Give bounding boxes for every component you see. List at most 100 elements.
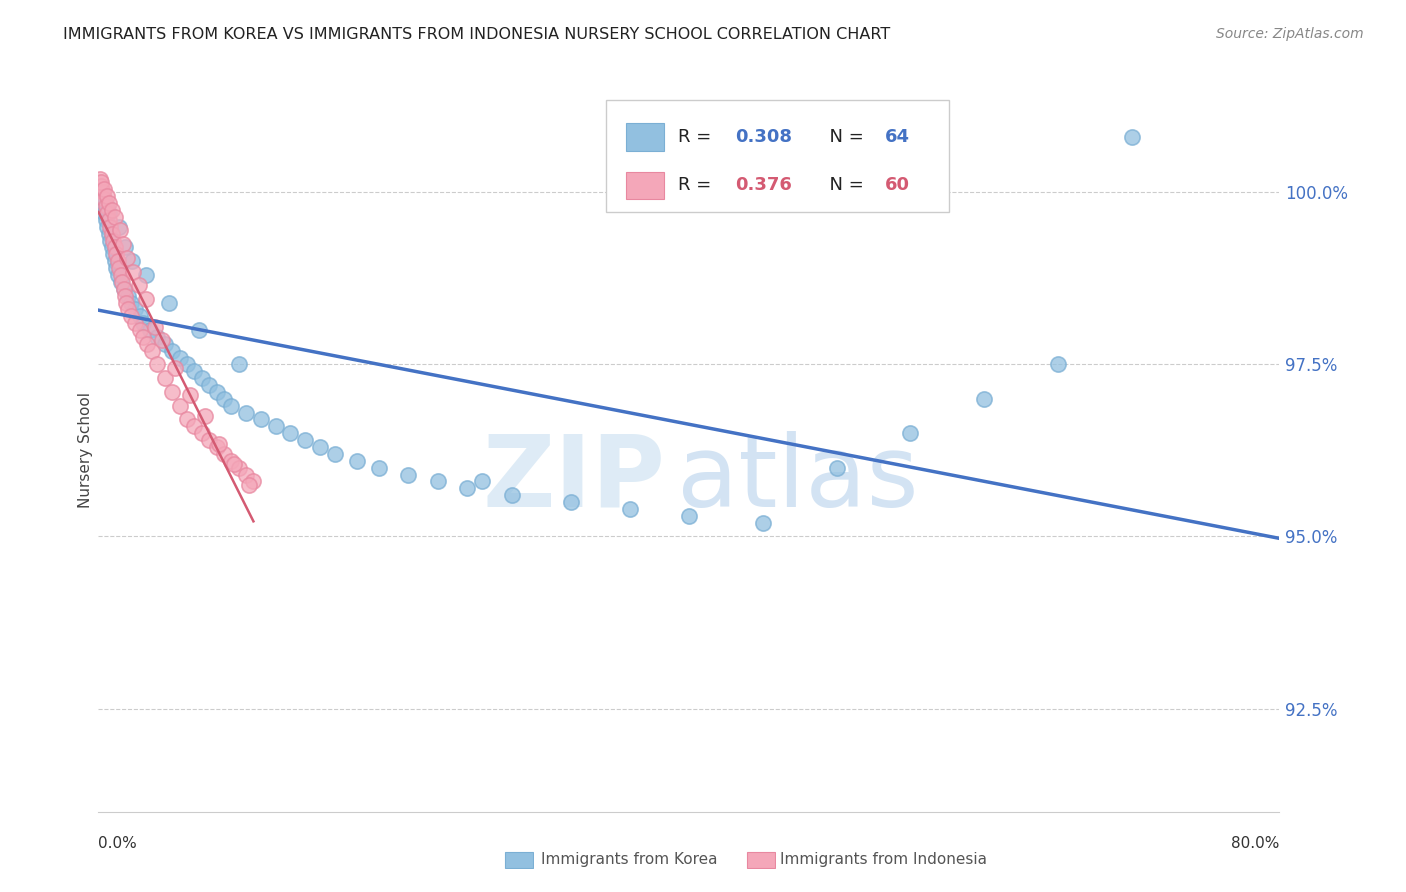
Point: [250, 412, 273, 426]
Point: [280, 426, 302, 441]
Point: [90, 175, 112, 189]
Text: R =: R =: [678, 177, 717, 194]
Point: [141, 343, 163, 358]
Point: [973, 392, 995, 406]
Point: [112, 282, 135, 296]
Point: [212, 447, 235, 461]
Point: [169, 351, 191, 365]
Point: [165, 360, 187, 375]
Point: [110, 275, 132, 289]
Point: [176, 412, 198, 426]
Point: [146, 330, 169, 344]
Text: R =: R =: [678, 128, 717, 146]
Point: [101, 202, 124, 217]
Point: [104, 210, 127, 224]
Point: [128, 323, 150, 337]
Point: [162, 343, 183, 358]
Point: [132, 330, 155, 344]
Point: [96, 189, 118, 203]
Text: 0.0%: 0.0%: [98, 836, 138, 851]
Text: 0.376: 0.376: [735, 177, 792, 194]
Point: [98, 219, 121, 234]
Point: [205, 384, 228, 399]
Text: Immigrants from Indonesia: Immigrants from Indonesia: [780, 853, 987, 867]
Point: [208, 436, 231, 450]
Point: [228, 358, 250, 372]
FancyBboxPatch shape: [626, 171, 664, 199]
Point: [90, 178, 112, 193]
Point: [115, 251, 138, 265]
Point: [900, 426, 922, 441]
Point: [93, 206, 115, 220]
Point: [242, 475, 264, 489]
Text: Source: ZipAtlas.com: Source: ZipAtlas.com: [1216, 27, 1364, 41]
Point: [153, 336, 176, 351]
Point: [752, 516, 775, 530]
Text: N =: N =: [818, 177, 869, 194]
Point: [139, 323, 162, 337]
Point: [98, 234, 121, 248]
Text: 0.308: 0.308: [735, 128, 792, 146]
Point: [191, 371, 214, 385]
Point: [120, 295, 142, 310]
Point: [124, 316, 146, 330]
Text: ZIP: ZIP: [482, 431, 665, 528]
Point: [135, 292, 157, 306]
Point: [235, 467, 257, 482]
Point: [97, 227, 120, 241]
Point: [143, 319, 166, 334]
Point: [198, 378, 221, 392]
Point: [112, 282, 135, 296]
Point: [96, 206, 118, 220]
Point: [221, 399, 243, 413]
Point: [89, 171, 111, 186]
Point: [105, 247, 128, 261]
Point: [238, 478, 260, 492]
Point: [107, 268, 129, 282]
Point: [205, 440, 228, 454]
Point: [103, 234, 125, 248]
Point: [104, 254, 127, 268]
Point: [111, 275, 134, 289]
Point: [100, 227, 122, 241]
Point: [398, 467, 420, 482]
Point: [294, 433, 316, 447]
Text: IMMIGRANTS FROM KOREA VS IMMIGRANTS FROM INDONESIA NURSERY SCHOOL CORRELATION CH: IMMIGRANTS FROM KOREA VS IMMIGRANTS FROM…: [63, 27, 890, 42]
Point: [108, 219, 131, 234]
Point: [104, 240, 127, 254]
Point: [187, 323, 209, 337]
Point: [157, 295, 180, 310]
Point: [135, 268, 157, 282]
Point: [228, 460, 250, 475]
Point: [98, 206, 121, 220]
Point: [183, 364, 205, 378]
Point: [117, 302, 139, 317]
Point: [91, 186, 114, 200]
Point: [103, 247, 125, 261]
Point: [98, 195, 121, 210]
Point: [91, 199, 114, 213]
FancyBboxPatch shape: [606, 100, 949, 212]
Text: 64: 64: [884, 128, 910, 146]
Point: [100, 240, 122, 254]
Point: [121, 254, 143, 268]
Point: [132, 316, 155, 330]
Point: [97, 213, 120, 227]
Point: [179, 388, 201, 402]
Point: [90, 186, 112, 200]
Point: [93, 192, 115, 206]
Point: [128, 310, 150, 324]
Point: [108, 223, 131, 237]
Point: [194, 409, 217, 423]
Point: [110, 268, 132, 282]
Point: [93, 182, 115, 196]
FancyBboxPatch shape: [626, 123, 664, 151]
Point: [221, 454, 243, 468]
Point: [146, 358, 169, 372]
Point: [169, 399, 191, 413]
Point: [224, 457, 246, 471]
Point: [114, 288, 136, 302]
Point: [309, 440, 332, 454]
Point: [124, 302, 146, 317]
Point: [471, 475, 494, 489]
